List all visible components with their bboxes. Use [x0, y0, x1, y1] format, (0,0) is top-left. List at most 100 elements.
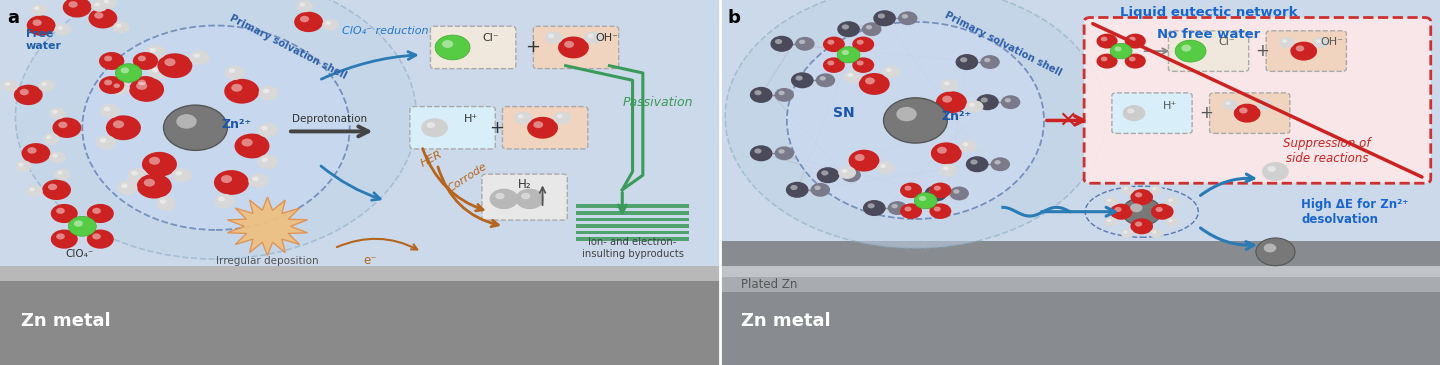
Text: Passivation: Passivation	[624, 96, 694, 109]
Circle shape	[42, 180, 71, 200]
Circle shape	[1256, 238, 1295, 266]
Circle shape	[242, 139, 252, 146]
Circle shape	[1316, 39, 1320, 43]
Circle shape	[847, 73, 852, 77]
Circle shape	[544, 31, 563, 44]
Circle shape	[929, 189, 936, 194]
Circle shape	[86, 230, 114, 249]
Circle shape	[14, 160, 32, 172]
Circle shape	[1313, 37, 1329, 48]
Circle shape	[900, 182, 922, 198]
Ellipse shape	[16, 0, 416, 259]
Circle shape	[148, 65, 168, 79]
Text: Zn²⁺: Zn²⁺	[942, 110, 971, 123]
Circle shape	[99, 138, 107, 143]
Circle shape	[887, 201, 907, 215]
Circle shape	[775, 88, 793, 102]
Circle shape	[127, 168, 147, 182]
Circle shape	[1129, 57, 1136, 61]
Circle shape	[189, 50, 210, 65]
Circle shape	[852, 36, 874, 52]
Text: Zn²⁺: Zn²⁺	[222, 118, 251, 131]
Text: Irregular deposition: Irregular deposition	[216, 256, 318, 266]
FancyBboxPatch shape	[482, 174, 567, 220]
Circle shape	[799, 40, 805, 44]
Circle shape	[924, 185, 948, 201]
Circle shape	[143, 152, 177, 177]
Circle shape	[63, 0, 92, 18]
Circle shape	[976, 94, 999, 110]
Circle shape	[20, 89, 29, 95]
Circle shape	[842, 50, 850, 55]
Circle shape	[156, 196, 176, 211]
Circle shape	[1223, 99, 1238, 110]
Circle shape	[1123, 231, 1128, 234]
FancyBboxPatch shape	[431, 26, 516, 69]
Text: Free
water: Free water	[26, 29, 62, 51]
Circle shape	[939, 164, 958, 177]
Circle shape	[104, 80, 112, 85]
Circle shape	[232, 84, 242, 92]
Circle shape	[838, 166, 855, 179]
Circle shape	[959, 140, 976, 153]
Circle shape	[770, 36, 793, 52]
Circle shape	[262, 157, 268, 162]
Text: b: b	[727, 9, 740, 27]
Circle shape	[1, 80, 19, 92]
Circle shape	[865, 77, 876, 84]
Circle shape	[1225, 101, 1230, 105]
Circle shape	[517, 114, 523, 118]
Circle shape	[115, 64, 141, 82]
Circle shape	[960, 57, 968, 62]
Circle shape	[966, 100, 984, 113]
Circle shape	[1115, 46, 1122, 51]
Circle shape	[816, 167, 840, 183]
Bar	[0, 0, 720, 270]
Circle shape	[235, 134, 269, 158]
Bar	[0, 270, 720, 365]
Circle shape	[52, 118, 81, 138]
Circle shape	[176, 114, 197, 128]
Circle shape	[215, 170, 249, 195]
Circle shape	[138, 80, 145, 85]
Circle shape	[904, 186, 912, 191]
Ellipse shape	[726, 0, 1106, 248]
Circle shape	[1096, 34, 1117, 49]
Circle shape	[873, 10, 896, 26]
Circle shape	[1181, 45, 1191, 51]
Text: OH⁻: OH⁻	[1320, 37, 1344, 47]
Circle shape	[49, 107, 66, 119]
Circle shape	[1128, 108, 1135, 114]
Text: ✕: ✕	[1058, 111, 1077, 130]
Circle shape	[1100, 57, 1107, 61]
Circle shape	[171, 168, 192, 182]
Circle shape	[828, 61, 834, 65]
Circle shape	[1152, 187, 1156, 190]
Circle shape	[1175, 40, 1205, 62]
Circle shape	[135, 82, 147, 90]
Circle shape	[1107, 199, 1112, 202]
Circle shape	[219, 197, 225, 201]
Circle shape	[900, 203, 922, 219]
Circle shape	[1001, 95, 1021, 109]
Circle shape	[514, 112, 531, 124]
Circle shape	[750, 87, 772, 103]
Text: High ΔE for Zn²⁺
desolvation: High ΔE for Zn²⁺ desolvation	[1302, 198, 1408, 226]
Circle shape	[1282, 39, 1287, 43]
Circle shape	[822, 36, 845, 52]
Text: e⁻: e⁻	[363, 254, 377, 268]
Text: Suppression of
side reactions: Suppression of side reactions	[1283, 138, 1371, 165]
Circle shape	[863, 22, 881, 36]
Circle shape	[995, 160, 1001, 165]
Circle shape	[26, 185, 43, 197]
Circle shape	[880, 164, 886, 168]
Circle shape	[549, 34, 554, 38]
Circle shape	[297, 0, 312, 12]
Circle shape	[1261, 162, 1289, 181]
Circle shape	[845, 171, 851, 176]
Circle shape	[1149, 229, 1162, 238]
Circle shape	[109, 81, 130, 95]
Circle shape	[914, 193, 937, 209]
Circle shape	[50, 204, 78, 223]
Circle shape	[150, 48, 156, 53]
